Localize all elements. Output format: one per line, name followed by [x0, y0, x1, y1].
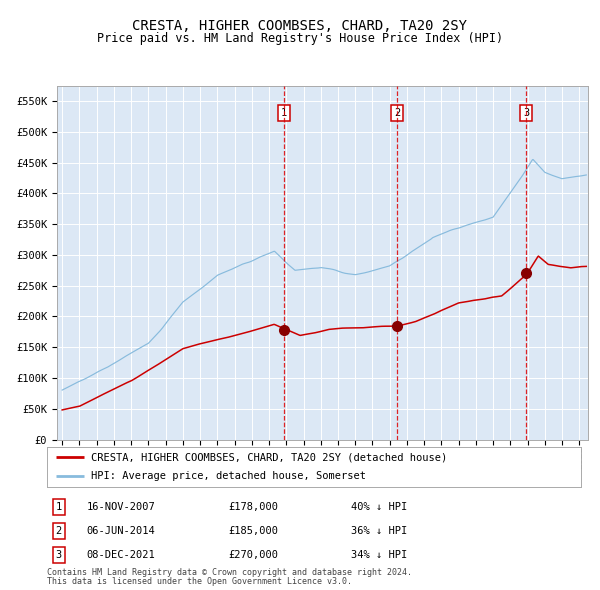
Text: CRESTA, HIGHER COOMBSES, CHARD, TA20 2SY: CRESTA, HIGHER COOMBSES, CHARD, TA20 2SY: [133, 19, 467, 33]
Text: 40% ↓ HPI: 40% ↓ HPI: [351, 502, 407, 512]
Text: 34% ↓ HPI: 34% ↓ HPI: [351, 550, 407, 560]
Text: CRESTA, HIGHER COOMBSES, CHARD, TA20 2SY (detached house): CRESTA, HIGHER COOMBSES, CHARD, TA20 2SY…: [91, 453, 447, 463]
Text: 3: 3: [55, 550, 62, 560]
Text: 1: 1: [55, 502, 62, 512]
Text: This data is licensed under the Open Government Licence v3.0.: This data is licensed under the Open Gov…: [47, 577, 352, 586]
Text: £185,000: £185,000: [229, 526, 278, 536]
Text: 06-JUN-2014: 06-JUN-2014: [87, 526, 155, 536]
Text: 08-DEC-2021: 08-DEC-2021: [87, 550, 155, 560]
Text: 16-NOV-2007: 16-NOV-2007: [87, 502, 155, 512]
Text: 2: 2: [55, 526, 62, 536]
Text: 1: 1: [281, 108, 287, 118]
Text: Price paid vs. HM Land Registry's House Price Index (HPI): Price paid vs. HM Land Registry's House …: [97, 32, 503, 45]
Text: HPI: Average price, detached house, Somerset: HPI: Average price, detached house, Some…: [91, 471, 365, 481]
Text: 3: 3: [523, 108, 530, 118]
Text: 2: 2: [394, 108, 400, 118]
Text: £178,000: £178,000: [229, 502, 278, 512]
Text: £270,000: £270,000: [229, 550, 278, 560]
Text: Contains HM Land Registry data © Crown copyright and database right 2024.: Contains HM Land Registry data © Crown c…: [47, 568, 412, 576]
Text: 36% ↓ HPI: 36% ↓ HPI: [351, 526, 407, 536]
